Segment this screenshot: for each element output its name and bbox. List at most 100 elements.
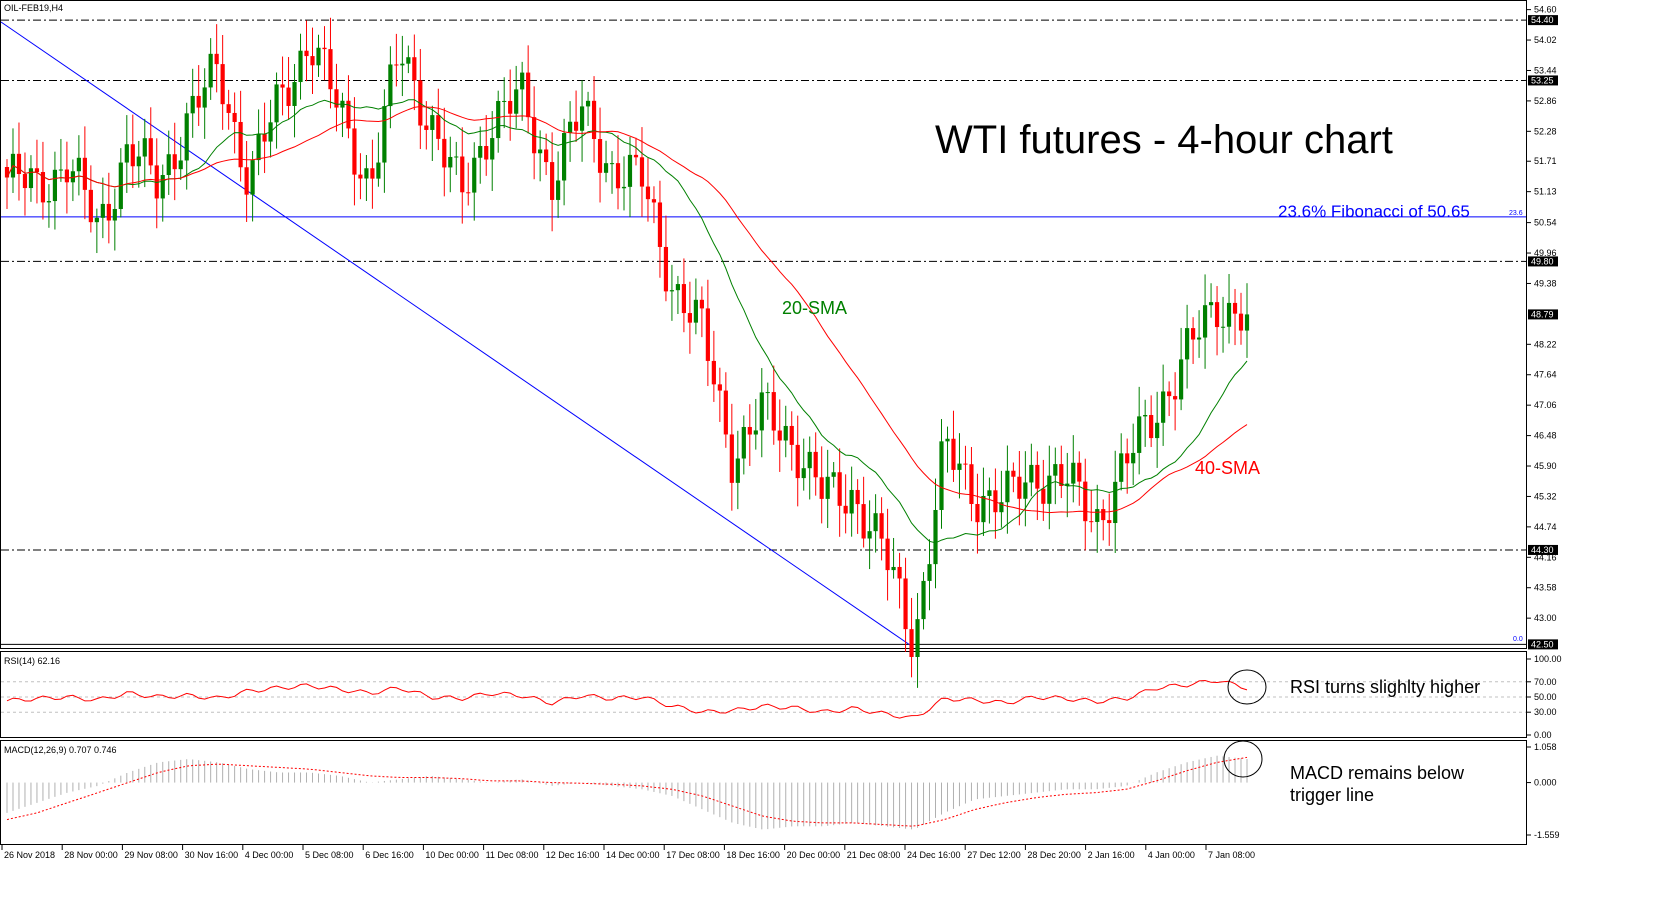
rsi-tick-label: 100.00 [1534, 654, 1562, 664]
candle-body [663, 246, 669, 292]
x-tick-label: 2 Jan 16:00 [1088, 850, 1135, 860]
candle-body [430, 115, 435, 130]
macd-tick-label: 0.000 [1534, 778, 1557, 788]
x-tick-label: 28 Dec 20:00 [1027, 850, 1081, 860]
price-tick-label: 43.58 [1534, 583, 1557, 593]
axis-layer: 54.60 54.02 53.44 52.86 52.28 51.71 51.13 50.54… [1, 5, 1562, 860]
candle-body [1029, 464, 1034, 483]
rsi-highlight-circle [1227, 669, 1267, 705]
candle-body [1119, 453, 1124, 482]
candle-body [112, 208, 117, 221]
candle-body [1065, 483, 1070, 486]
candle-body [310, 56, 315, 66]
candle-body [88, 189, 93, 223]
candle-body [867, 531, 872, 539]
candle-body [1131, 452, 1136, 464]
candle-body [933, 509, 938, 565]
rsi-label: RSI(14) 62.16 [4, 656, 60, 666]
candle-body [400, 63, 405, 66]
candle-body [202, 87, 207, 108]
candle-body [292, 82, 297, 106]
candle-body [328, 49, 333, 90]
candle-body [1238, 313, 1244, 331]
candle-body [490, 138, 495, 160]
candle-body [777, 430, 782, 441]
x-tick-label: 17 Dec 08:00 [666, 850, 720, 860]
fibonacci-tag: 23.6 [1509, 210, 1523, 217]
candle-body [544, 149, 549, 163]
candle-body [136, 156, 141, 167]
candle-body [1071, 462, 1076, 484]
price-tick-label: 47.64 [1534, 370, 1557, 380]
candle-body [999, 502, 1004, 513]
candle-body [687, 313, 692, 323]
candle-body [352, 128, 357, 175]
candle-body [244, 167, 249, 195]
candle-body [963, 463, 968, 465]
candle-body [562, 133, 567, 181]
candle-body [705, 308, 710, 361]
candle-body [196, 95, 201, 108]
candle-body [573, 121, 579, 131]
price-layer [0, 17, 1526, 688]
sma20-label: 20-SMA [782, 298, 847, 318]
candle-body [334, 89, 339, 108]
candle-body [376, 162, 381, 179]
candle-body [741, 426, 746, 459]
candle-body [184, 113, 189, 161]
candle-body [166, 154, 171, 176]
rsi-panel-frame [0, 651, 1527, 738]
candle-body [532, 117, 537, 154]
candle-body [813, 451, 818, 478]
x-tick-label: 5 Dec 08:00 [305, 850, 354, 860]
candle-body [747, 426, 752, 435]
rsi-layer [1, 679, 1526, 719]
candle-body [382, 106, 387, 163]
candle-body [370, 168, 375, 179]
candle-body [1107, 520, 1112, 524]
candle-body [681, 284, 687, 314]
candle-body [232, 112, 237, 122]
rsi-line [6, 679, 1248, 719]
candle-body [1226, 302, 1232, 327]
level-tag [1528, 15, 1558, 26]
price-tick-label: 48.22 [1534, 339, 1557, 349]
candle-body [1023, 482, 1028, 499]
candle-body [807, 451, 812, 469]
candle-body [831, 472, 836, 477]
candle-body [729, 434, 734, 483]
candle-body [304, 50, 309, 57]
level-tag [1528, 544, 1558, 555]
candle-body [861, 504, 866, 539]
candle-body [520, 72, 525, 90]
x-tick-label: 6 Dec 16:00 [365, 850, 414, 860]
price-tick-label: 44.16 [1534, 552, 1557, 562]
candle-body [639, 157, 645, 187]
candle-body [496, 101, 501, 139]
candle-body [76, 157, 81, 172]
candle-body [897, 566, 902, 579]
candle-body [969, 464, 974, 505]
candle-body [675, 284, 681, 291]
candle-body [795, 444, 800, 479]
candle-body [358, 174, 363, 179]
candle-body [70, 171, 75, 183]
candle-body [154, 165, 159, 199]
candle-body [220, 64, 225, 105]
candle-body [472, 157, 477, 193]
candle-body [298, 50, 303, 83]
candle-body [130, 144, 135, 167]
macd-panel-frame [0, 740, 1527, 845]
candle-body [64, 169, 69, 183]
candle-body [16, 153, 22, 175]
price-tick-label: 54.02 [1534, 35, 1557, 45]
candle-body [442, 138, 447, 168]
level-tag [1528, 75, 1558, 86]
candle-body [1053, 464, 1058, 476]
price-tick-label: 52.28 [1534, 126, 1557, 136]
candle-body [567, 121, 573, 134]
candle-body [514, 89, 519, 114]
candle-body [412, 57, 417, 81]
candle-body [921, 580, 926, 620]
candle-body [124, 144, 129, 163]
